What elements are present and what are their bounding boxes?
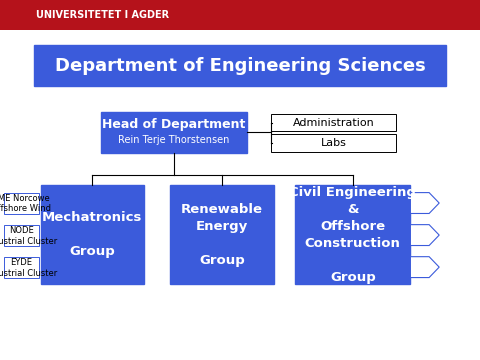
Text: Mechatronics

Group: Mechatronics Group	[42, 211, 143, 258]
FancyBboxPatch shape	[295, 185, 410, 284]
Text: Renewable
Energy

Group: Renewable Energy Group	[181, 203, 263, 267]
Text: NODE
Industrial Cluster: NODE Industrial Cluster	[0, 226, 58, 246]
FancyBboxPatch shape	[41, 185, 144, 284]
FancyBboxPatch shape	[271, 114, 396, 131]
Text: Department of Engineering Sciences: Department of Engineering Sciences	[55, 57, 425, 75]
Text: EYDE
Industrial Cluster: EYDE Industrial Cluster	[0, 258, 58, 278]
FancyBboxPatch shape	[34, 45, 446, 86]
FancyBboxPatch shape	[271, 134, 396, 152]
Text: Administration: Administration	[293, 118, 374, 128]
FancyBboxPatch shape	[101, 112, 247, 153]
Text: UNIVERSITETET I AGDER: UNIVERSITETET I AGDER	[36, 10, 169, 20]
FancyBboxPatch shape	[4, 257, 39, 278]
FancyBboxPatch shape	[0, 0, 480, 30]
FancyBboxPatch shape	[4, 225, 39, 246]
FancyBboxPatch shape	[4, 193, 39, 214]
Polygon shape	[410, 257, 439, 278]
Text: Head of Department: Head of Department	[102, 118, 246, 131]
Text: FME Norcowe
Offshore Wind: FME Norcowe Offshore Wind	[0, 194, 51, 213]
Text: Rein Terje Thorstensen: Rein Terje Thorstensen	[118, 135, 230, 145]
FancyBboxPatch shape	[170, 185, 274, 284]
Polygon shape	[410, 193, 439, 213]
Polygon shape	[410, 225, 439, 246]
Text: Civil Engineering
&
Offshore
Construction

Group: Civil Engineering & Offshore Constructio…	[289, 186, 416, 284]
Text: Labs: Labs	[321, 138, 347, 148]
